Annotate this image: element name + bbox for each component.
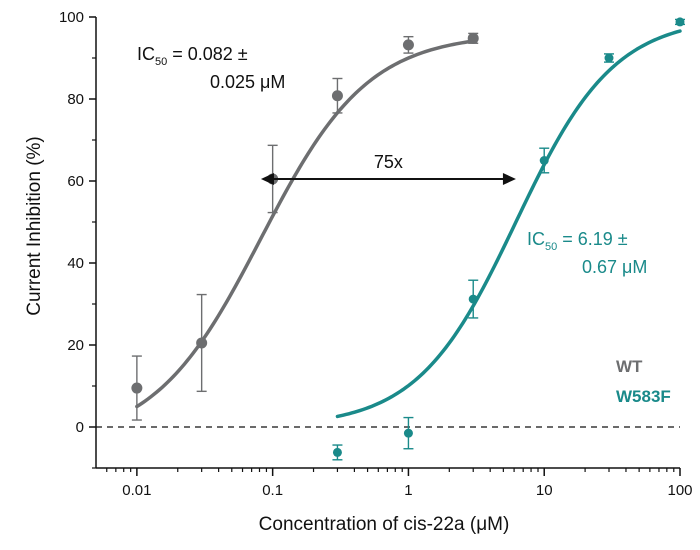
fold-change-arrow	[260, 173, 516, 185]
fold-change-label: 75x	[374, 152, 403, 172]
data-point-w583f	[468, 294, 478, 304]
fit-curves-layer	[135, 29, 682, 419]
data-point-w583f	[403, 428, 413, 438]
x-tick-label: 100	[667, 482, 692, 499]
wt-ic50-subscript: 50	[155, 56, 167, 68]
data-point-wt	[331, 90, 343, 102]
y-tick-label: 60	[67, 173, 84, 190]
data-point-w583f	[332, 447, 342, 457]
data-point-w583f	[675, 17, 685, 27]
data-point-w583f	[604, 53, 614, 63]
y-tick-label: 80	[67, 91, 84, 108]
w583f-ic50-subscript: 50	[545, 241, 557, 253]
data-point-wt	[131, 382, 143, 394]
x-axis-title: Concentration of cis-22a (μM)	[259, 514, 510, 535]
axes-layer: 0 20 40 60 80 100 0.01 0.1 1 10 100	[59, 9, 693, 499]
y-tick-label: 20	[67, 337, 84, 354]
fit-curve-wt	[135, 39, 475, 409]
x-tick-label: 0.01	[122, 482, 151, 499]
w583f-ic50-value: = 6.19 ±	[557, 229, 628, 249]
x-tick-label: 10	[536, 482, 553, 499]
data-point-wt	[402, 39, 414, 51]
fold-arrow-head-right	[502, 173, 516, 185]
x-tick-label: 0.1	[262, 482, 283, 499]
data-point-wt	[196, 337, 208, 349]
y-tick-label: 0	[76, 419, 84, 436]
legend-entry-wt: WT	[616, 357, 643, 376]
data-point-w583f	[539, 156, 549, 165]
wt-ic50-value: = 0.082 ±	[167, 44, 248, 64]
fit-curve-w583f	[335, 29, 682, 419]
wt-ic50-line2: 0.025 μM	[210, 72, 285, 92]
x-tick-label: 1	[404, 482, 412, 499]
wt-ic50-prefix: IC	[137, 44, 155, 64]
w583f-ic50-line2: 0.67 μM	[582, 257, 647, 277]
w583f-ic50-prefix: IC	[527, 229, 545, 249]
w583f-ic50-line1: IC50 = 6.19 ±	[527, 229, 628, 253]
legend-entry-w583f: W583F	[616, 387, 671, 406]
y-tick-label: 40	[67, 255, 84, 272]
data-points-layer	[131, 17, 685, 461]
y-tick-label: 100	[59, 9, 84, 26]
fold-arrow-head-left	[260, 173, 274, 185]
data-point-wt	[467, 32, 479, 44]
y-axis-title: Current Inhibition (%)	[24, 136, 45, 316]
wt-ic50-line1: IC50 = 0.082 ±	[137, 44, 248, 68]
